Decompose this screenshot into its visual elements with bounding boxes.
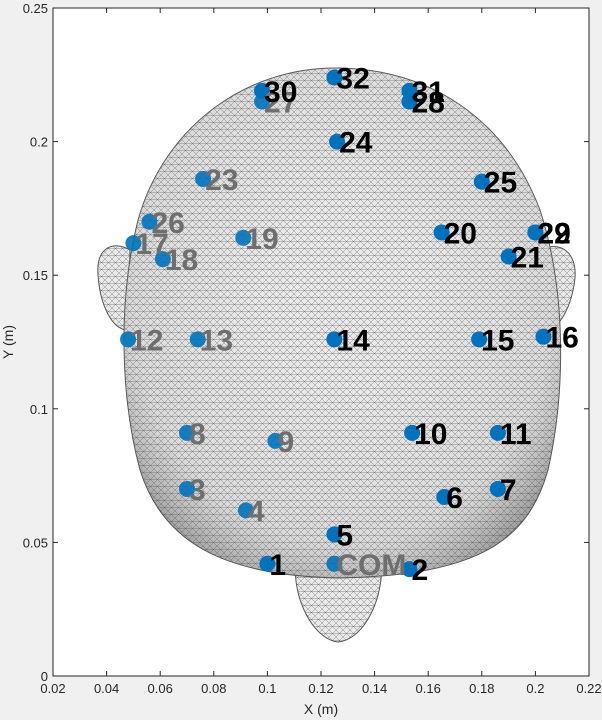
electrode-label: 23 <box>205 164 238 197</box>
electrode-label: 12 <box>130 324 163 357</box>
electrode-label: 15 <box>481 324 514 357</box>
electrode-marker <box>326 555 343 572</box>
x-tick-label: 0.14 <box>362 681 387 696</box>
x-tick-label: 0.06 <box>148 681 173 696</box>
electrode-marker <box>189 331 206 348</box>
electrode-marker <box>404 424 421 441</box>
electrode-marker <box>235 229 252 246</box>
head-mesh <box>97 67 576 643</box>
y-axis-label: Y (m) <box>0 325 16 359</box>
electrode-label: 11 <box>500 418 532 451</box>
y-tick-label: 0.05 <box>23 535 48 550</box>
y-tick-label: 0.15 <box>23 268 48 283</box>
electrode-marker <box>436 488 453 505</box>
left-ear <box>97 245 131 331</box>
electrode-marker <box>237 502 254 519</box>
x-tick-label: 0.18 <box>469 681 494 696</box>
electrode-label: 25 <box>484 167 517 200</box>
electrode-marker <box>326 69 343 86</box>
electrode-label: 1 <box>269 549 286 582</box>
y-tick-label: 0.1 <box>30 402 48 417</box>
electrode-marker <box>259 555 276 572</box>
electrode-label: 18 <box>165 244 198 277</box>
x-tick-label: 0.02 <box>40 681 65 696</box>
electrode-marker <box>125 235 142 252</box>
electrode-label: 16 <box>545 322 578 355</box>
electrode-marker <box>401 82 418 99</box>
electrode-marker <box>401 561 418 578</box>
electrode-label: 19 <box>245 223 278 256</box>
electrode-label: 3 <box>189 474 206 507</box>
nose <box>294 567 383 643</box>
electrode-label: 30 <box>264 76 297 109</box>
electrode-marker <box>179 480 195 497</box>
electrode-label: 2 <box>411 554 428 587</box>
electrode-marker <box>489 424 506 441</box>
x-tick-label: 0.12 <box>308 681 333 696</box>
electrode-marker <box>195 171 212 188</box>
electrode-marker <box>179 424 195 441</box>
electrode-marker <box>154 251 171 268</box>
y-tick-label: 0.25 <box>23 1 48 16</box>
x-axis-ticks: 0.02 0.04 0.06 0.08 0.1 0.12 0.14 0.16 0.18 0.2 0.… <box>40 8 602 696</box>
electrode-marker <box>489 480 506 497</box>
electrode-marker <box>527 224 544 241</box>
electrode-label: 6 <box>446 482 463 515</box>
skull-shading <box>123 67 561 579</box>
x-tick-label: 0.08 <box>201 681 226 696</box>
x-tick-label: 0.04 <box>94 681 119 696</box>
electrode-label: 31 <box>411 76 444 109</box>
electrode-label: 20 <box>444 217 477 250</box>
electrode-label: 8 <box>189 418 206 451</box>
electrode-label: 13 <box>200 324 233 357</box>
electrode-label: 24 <box>339 127 373 160</box>
electrode-marker <box>254 82 271 99</box>
electrode-label: 5 <box>336 519 353 552</box>
x-axis-label: X (m) <box>304 701 338 717</box>
electrode-label: 9 <box>277 426 294 459</box>
x-tick-label: 0.1 <box>258 681 276 696</box>
electrode-marker <box>471 331 488 348</box>
electrode-label: 26 <box>151 207 184 240</box>
electrode-label: 4 <box>248 495 265 528</box>
electrode-label: 21 <box>511 241 544 274</box>
electrode-label: 10 <box>414 418 447 451</box>
electrode-label: 32 <box>336 62 369 95</box>
electrode-label: 22 <box>537 217 570 250</box>
electrode-label: 14 <box>336 324 370 357</box>
electrode-label: 27 <box>264 87 297 120</box>
electrode-marker <box>500 248 517 265</box>
axes-box <box>52 7 590 677</box>
electrode-marker <box>433 224 450 241</box>
electrode-marker <box>473 173 490 190</box>
x-tick-label: 0.16 <box>416 681 441 696</box>
electrode-label: 29 <box>537 217 570 250</box>
electrode-marker <box>326 526 343 543</box>
electrode-markers <box>120 69 552 578</box>
electrode-label: 17 <box>135 228 168 261</box>
electrode-marker <box>267 432 284 449</box>
electrode-label: COM <box>336 549 406 582</box>
electrode-label: 7 <box>500 474 517 507</box>
electrode-marker <box>329 133 346 150</box>
electrode-marker <box>535 328 552 345</box>
y-tick-label: 0.2 <box>30 135 48 150</box>
electrode-marker <box>141 213 158 230</box>
x-tick-label: 0.2 <box>526 681 544 696</box>
x-tick-label: 0.22 <box>576 681 601 696</box>
electrode-marker <box>326 331 343 348</box>
electrode-label: 28 <box>411 87 444 120</box>
y-tick-label: 0 <box>41 669 48 684</box>
electrode-marker <box>120 331 137 348</box>
